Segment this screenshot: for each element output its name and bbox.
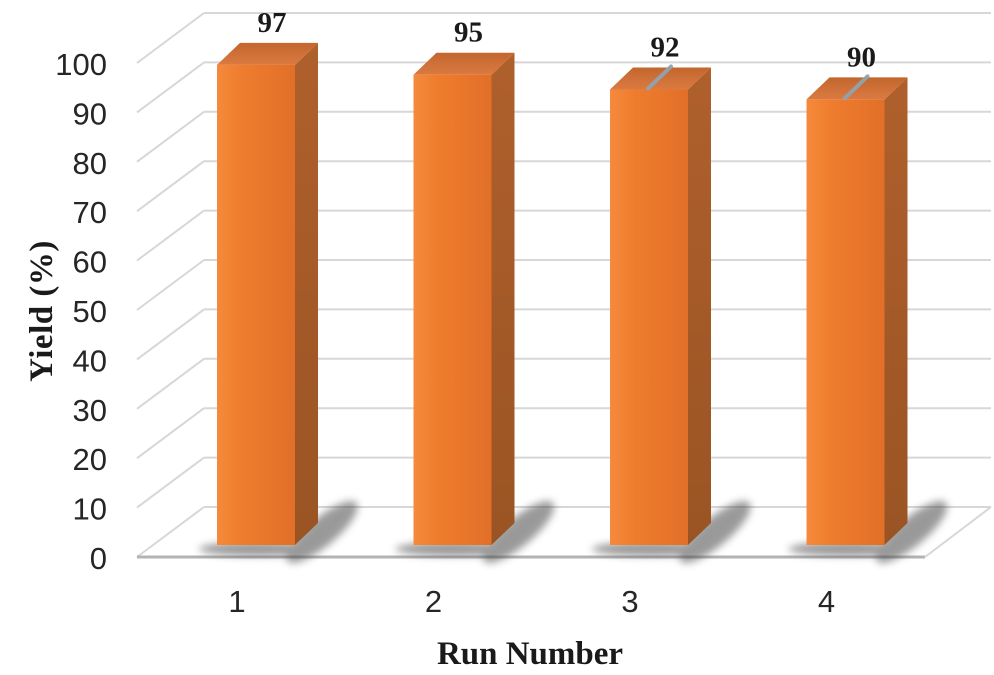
gridline-diagonal xyxy=(136,110,205,163)
x-category-label: 1 xyxy=(228,584,245,619)
bar-shadow xyxy=(788,501,948,563)
gridline-diagonal xyxy=(136,160,205,213)
bar-shadow xyxy=(199,501,358,563)
floor-right-edge xyxy=(924,506,992,558)
y-axis-title: Yield (%) xyxy=(24,240,60,382)
data-label: 90 xyxy=(847,41,876,73)
gridline-diagonal xyxy=(136,12,205,64)
bar-side-face xyxy=(688,67,711,546)
x-category-label: 2 xyxy=(425,584,442,619)
gridline-diagonal xyxy=(136,61,205,114)
bar-front-face xyxy=(217,64,295,545)
bar-side-face xyxy=(295,42,318,545)
y-tick-label: 40 xyxy=(73,343,107,378)
bar-front-face xyxy=(806,99,885,546)
y-tick-label: 20 xyxy=(73,442,107,477)
y-tick-label: 70 xyxy=(73,195,107,230)
gridline-diagonal xyxy=(136,407,205,460)
bar-top-face xyxy=(217,42,318,65)
bar-front-face xyxy=(610,89,688,546)
bar-top-gridline-tick xyxy=(646,64,673,91)
y-tick-label: 10 xyxy=(73,492,107,527)
bar-shadow xyxy=(395,501,555,563)
y-tick-label: 90 xyxy=(73,96,107,131)
data-label: 92 xyxy=(651,32,680,64)
gridline-diagonal xyxy=(136,308,205,361)
y-tick-label: 60 xyxy=(73,245,107,280)
y-tick-label: 50 xyxy=(73,294,107,329)
y-tick-label: 100 xyxy=(55,47,107,82)
x-category-label: 4 xyxy=(818,584,835,619)
gridline-diagonal xyxy=(136,357,205,410)
y-tick-label: 80 xyxy=(73,146,107,181)
x-category-label: 3 xyxy=(621,584,638,619)
bar-side-face xyxy=(491,52,515,545)
bar-shadow xyxy=(592,501,751,563)
gridline-diagonal xyxy=(136,209,205,262)
bar-top-gridline-tick xyxy=(842,74,870,101)
bar-top-face xyxy=(413,52,515,75)
data-label: 95 xyxy=(454,17,483,49)
gridline-diagonal xyxy=(136,506,205,558)
bar-side-face xyxy=(884,77,908,546)
gridline-diagonal xyxy=(136,456,205,509)
data-label: 97 xyxy=(258,7,287,39)
y-tick-label: 0 xyxy=(90,541,107,576)
bar-front-face xyxy=(413,74,492,545)
x-axis-title: Run Number xyxy=(436,636,624,672)
y-tick-label: 30 xyxy=(73,393,107,428)
gridline-diagonal xyxy=(136,259,205,311)
